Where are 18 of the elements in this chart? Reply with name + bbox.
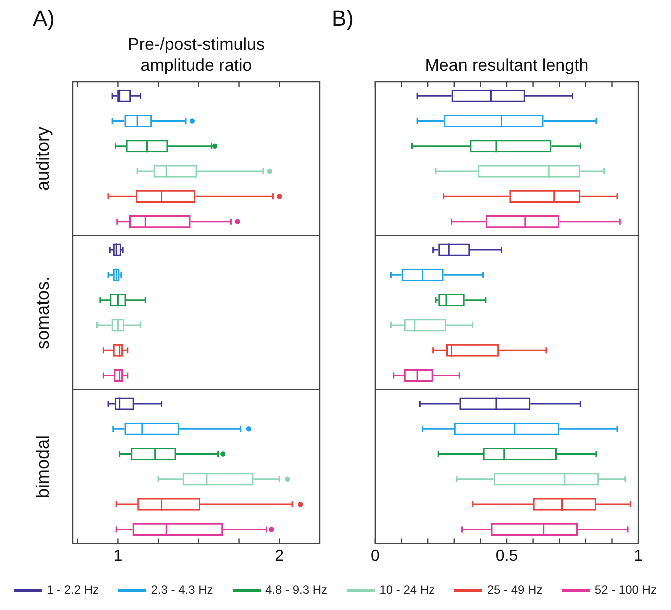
x-tick-label: 1 <box>114 548 123 565</box>
x-tick-label: 0.5 <box>496 548 518 565</box>
legend-label: 25 - 49 Hz <box>487 583 543 597</box>
chart-title: Mean resultant length <box>424 55 590 76</box>
x-tick-label: 1 <box>634 548 644 565</box>
legend-label: 2.3 - 4.3 Hz <box>151 583 214 597</box>
text: B) <box>332 6 354 32</box>
chart-title: Pre-/post-stimulus amplitude ratio <box>127 34 266 76</box>
x-tick-label: 0 <box>370 548 380 565</box>
x-tick-label: 2 <box>275 548 284 565</box>
legend-label: 1 - 2.2 Hz <box>47 583 100 597</box>
y-tick-label: somatos. <box>32 275 54 352</box>
legend-label: 10 - 24 Hz <box>380 583 436 597</box>
text: A) <box>33 6 55 32</box>
y-tick-label: auditory <box>32 126 54 193</box>
legend-label: 4.8 - 9.3 Hz <box>266 583 328 597</box>
y-tick-label: bimodal <box>32 434 54 500</box>
legend-label: 52 - 100 Hz <box>594 583 657 597</box>
